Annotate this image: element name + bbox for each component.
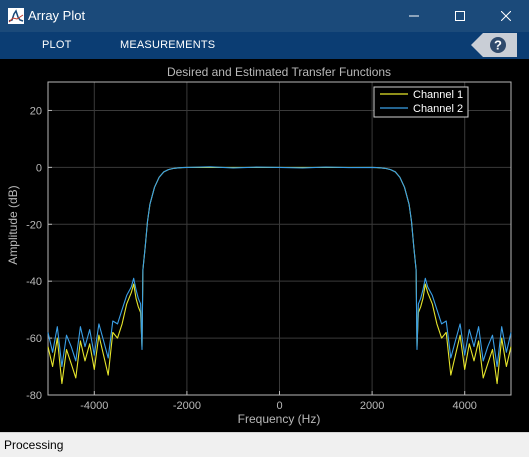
series-line-channel-2 [47, 166, 512, 368]
axes-box [47, 81, 512, 396]
status-bar: Processing [0, 432, 529, 457]
matlab-array-plot-icon [8, 8, 24, 24]
series-group [47, 166, 512, 385]
help-button[interactable]: ? [471, 33, 517, 57]
y-tick-label: -60 [26, 333, 42, 345]
close-button[interactable] [483, 0, 529, 32]
chart-title: Desired and Estimated Transfer Functions [167, 65, 391, 79]
maximize-icon [455, 11, 465, 21]
x-tick-label: 4000 [452, 400, 476, 412]
minimize-icon [409, 15, 419, 17]
y-tick-label: 0 [36, 162, 42, 174]
y-tick-label: -80 [26, 390, 42, 402]
x-tick-label: 0 [276, 400, 282, 412]
y-tick-label: -20 [26, 219, 42, 231]
tab-measurements[interactable]: MEASUREMENTS [120, 39, 216, 51]
axes: -4000 -2000 0 2000 4000 20 0 -20 -40 -60 -80 [26, 81, 512, 412]
window-title: Array Plot [28, 8, 86, 23]
y-tick-label: -40 [26, 276, 42, 288]
y-axis-label: Amplitude (dB) [6, 185, 20, 264]
help-icon: ? [490, 37, 506, 53]
minimize-button[interactable] [391, 0, 437, 32]
legend[interactable]: Channel 1 Channel 2 [373, 86, 469, 118]
x-axis-label: Frequency (Hz) [238, 412, 321, 426]
plot-area: Desired and Estimated Transfer Functions… [0, 59, 529, 432]
svg-text:?: ? [494, 38, 502, 53]
close-icon [501, 11, 511, 21]
x-tick-label: -2000 [173, 400, 201, 412]
plot-canvas[interactable]: Desired and Estimated Transfer Functions… [0, 59, 529, 432]
toolstrip: PLOT MEASUREMENTS [0, 32, 529, 59]
y-tick-label: 20 [30, 105, 42, 117]
status-text: Processing [4, 438, 64, 452]
x-tick-label: -4000 [80, 400, 108, 412]
legend-label-channel-1: Channel 1 [413, 89, 463, 101]
legend-label-channel-2: Channel 2 [413, 103, 463, 115]
maximize-button[interactable] [437, 0, 483, 32]
x-tick-label: 2000 [360, 400, 384, 412]
title-bar[interactable]: Array Plot [0, 0, 529, 32]
tab-plot[interactable]: PLOT [42, 39, 72, 51]
